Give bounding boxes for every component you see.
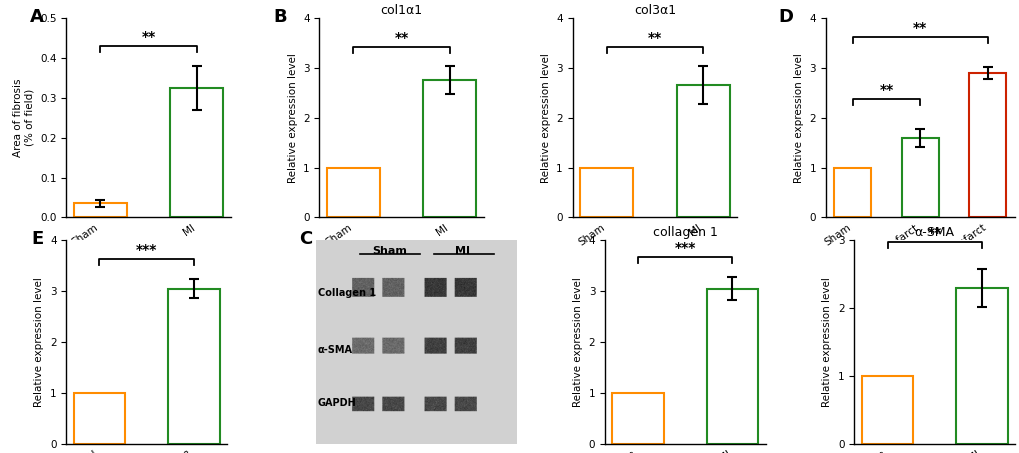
Bar [170, 88, 223, 217]
Bar [423, 81, 476, 217]
Text: **: ** [142, 30, 156, 44]
Bar [73, 393, 125, 444]
Bar [706, 289, 757, 444]
Y-axis label: Relative expression level: Relative expression level [540, 53, 550, 183]
Text: C: C [300, 230, 313, 248]
Y-axis label: Area of fibrosis
(% of field): Area of fibrosis (% of field) [13, 78, 35, 157]
Text: ***: *** [674, 241, 695, 255]
Text: E: E [31, 230, 43, 248]
Bar [580, 168, 633, 217]
Bar [834, 168, 870, 217]
Y-axis label: Relative expression level: Relative expression level [821, 277, 832, 407]
Bar [676, 85, 729, 217]
Bar [955, 288, 1007, 444]
Bar [167, 289, 219, 444]
Y-axis label: Relative expression level: Relative expression level [573, 277, 583, 407]
Text: MI: MI [454, 246, 469, 256]
Bar [901, 138, 937, 217]
Bar [611, 393, 663, 444]
Text: **: ** [647, 30, 661, 44]
Y-axis label: Relative expression level: Relative expression level [793, 53, 803, 183]
Text: **: ** [394, 30, 409, 44]
Text: **: ** [878, 83, 893, 97]
Y-axis label: Relative expression level: Relative expression level [287, 53, 298, 183]
Text: **: ** [912, 21, 926, 35]
Text: ***: *** [136, 243, 157, 257]
Text: GAPDH: GAPDH [317, 398, 356, 408]
Text: **: ** [926, 226, 941, 240]
Text: B: B [273, 8, 286, 26]
Text: A: A [31, 8, 44, 26]
Bar [327, 168, 380, 217]
Title: col3α1: col3α1 [633, 4, 676, 17]
Y-axis label: Relative expression level: Relative expression level [35, 277, 45, 407]
Title: collagen 1: collagen 1 [652, 226, 717, 239]
Title: α-SMA: α-SMA [914, 226, 954, 239]
Bar [968, 73, 1006, 217]
Bar [73, 203, 126, 217]
Text: Collagen 1: Collagen 1 [317, 288, 375, 298]
Text: α-SMA: α-SMA [317, 345, 353, 355]
Text: Sham: Sham [372, 246, 407, 256]
Text: D: D [777, 8, 793, 26]
Bar [861, 376, 913, 444]
Title: col1α1: col1α1 [380, 4, 422, 17]
